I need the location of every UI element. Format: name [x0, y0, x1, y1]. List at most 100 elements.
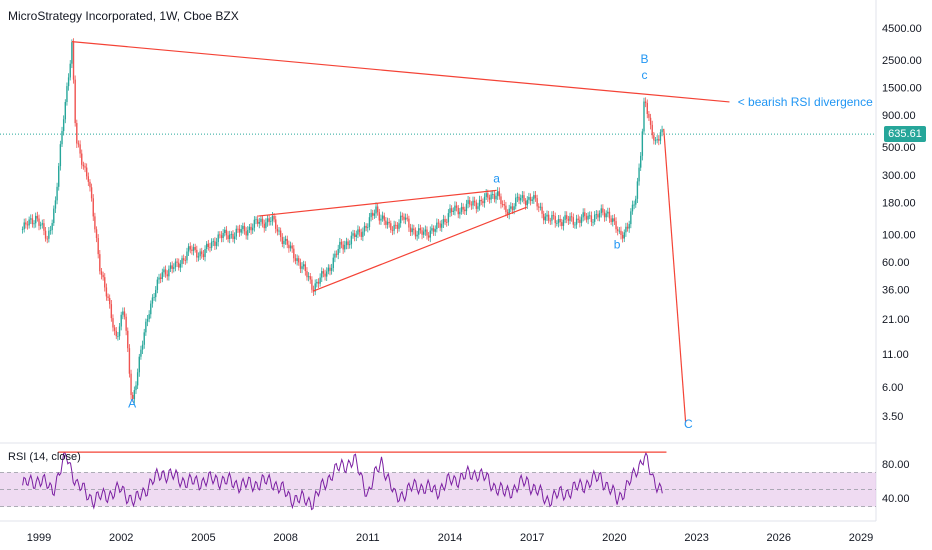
candle-body — [215, 241, 218, 246]
candle-body — [76, 123, 78, 144]
candle-body — [436, 222, 438, 230]
candle-body — [513, 206, 515, 210]
candle-body — [232, 233, 234, 240]
candle-body — [112, 318, 114, 328]
candle-body — [153, 297, 155, 298]
wave-label: b — [614, 237, 621, 251]
candle-body — [256, 219, 259, 224]
candle-body — [317, 281, 320, 284]
candle-body — [97, 238, 99, 255]
candle-body — [539, 206, 542, 208]
candle-body — [321, 271, 323, 278]
candle-body — [36, 215, 39, 219]
candle-body — [661, 129, 663, 133]
candle-body — [49, 230, 52, 231]
candle-body — [399, 215, 402, 224]
candle-body — [138, 356, 140, 373]
candle-body — [260, 218, 262, 222]
price-axis[interactable]: 4500.00 2500.00 1500.00 900.00 500.00 300.00 1… — [882, 23, 922, 505]
candle-body — [584, 212, 586, 217]
candle-body — [61, 131, 63, 145]
candle-body — [335, 253, 338, 255]
candle-body — [212, 241, 214, 243]
candle-body — [72, 42, 75, 80]
candle-body — [349, 244, 351, 246]
candle-body — [490, 194, 492, 200]
candle-body — [424, 229, 427, 232]
candle-body — [390, 223, 392, 230]
candle-body — [357, 229, 359, 235]
x-tick-label: 1999 — [27, 532, 51, 544]
candle-body — [38, 218, 40, 226]
candle-body — [616, 229, 619, 231]
candle-body — [266, 218, 269, 223]
candle-body — [605, 213, 607, 218]
candle-body — [174, 261, 177, 268]
candle-body — [368, 217, 371, 228]
candle-body — [339, 241, 341, 250]
wave-label: c — [642, 68, 648, 82]
trendline[interactable] — [71, 41, 730, 103]
candle-body — [237, 228, 239, 230]
candle-body — [168, 268, 170, 277]
candle-body — [501, 204, 504, 205]
candle-body — [391, 229, 394, 231]
candle-body — [482, 201, 484, 204]
candle-body — [286, 238, 288, 245]
candle-body — [324, 273, 326, 277]
candle-body — [388, 221, 390, 224]
candle-body — [426, 229, 428, 236]
candle-body — [243, 225, 246, 232]
candle-body — [401, 215, 404, 217]
time-axis[interactable]: 1999 2002 2005 2008 2011 2014 2017 2020 2023 2026… — [27, 532, 873, 544]
candle-body — [352, 233, 354, 236]
candle-body — [465, 203, 468, 212]
candle-body — [630, 211, 632, 225]
candle-body — [452, 210, 454, 212]
candle-body — [220, 235, 223, 239]
candle-body — [113, 327, 116, 331]
candle-body — [355, 234, 357, 237]
rsi-tick-label: 80.00 — [882, 459, 910, 471]
candle-body — [626, 226, 629, 229]
candle-body — [585, 216, 588, 220]
candle-body — [240, 229, 242, 233]
trendline[interactable] — [312, 206, 527, 292]
candle-body — [372, 212, 374, 216]
candle-body — [340, 241, 343, 245]
candle-body — [284, 238, 287, 241]
x-tick-label: 2017 — [520, 532, 544, 544]
candle-body — [66, 86, 68, 103]
candle-body — [279, 230, 282, 238]
y-tick-label: 2500.00 — [882, 55, 922, 67]
candle-body — [592, 221, 594, 223]
candle-body — [492, 194, 494, 196]
candle-body — [579, 219, 581, 223]
candle-body — [255, 219, 257, 221]
candle-body — [242, 225, 244, 230]
trendline[interactable] — [663, 128, 687, 423]
candle-body — [217, 234, 219, 242]
candle-body — [602, 208, 604, 213]
candle-body — [608, 211, 611, 219]
candle-body — [659, 132, 662, 141]
trendline[interactable] — [258, 189, 497, 217]
y-tick-label: 60.00 — [882, 257, 910, 269]
candle-body — [464, 209, 466, 212]
rsi-line — [22, 451, 663, 511]
candle-body — [544, 216, 547, 221]
candle-body — [294, 258, 297, 261]
candle-body — [413, 228, 415, 231]
candle-body — [41, 223, 43, 225]
candle-body — [192, 247, 195, 251]
candle-body — [87, 176, 90, 182]
candle-body — [615, 221, 617, 230]
candle-body — [141, 344, 144, 350]
candle-body — [597, 214, 599, 218]
candle-body — [289, 245, 292, 249]
candle-body — [135, 385, 137, 391]
candle-body — [589, 215, 591, 217]
candle-body — [416, 234, 418, 237]
candle-body — [322, 271, 325, 274]
candle-body — [314, 283, 316, 292]
